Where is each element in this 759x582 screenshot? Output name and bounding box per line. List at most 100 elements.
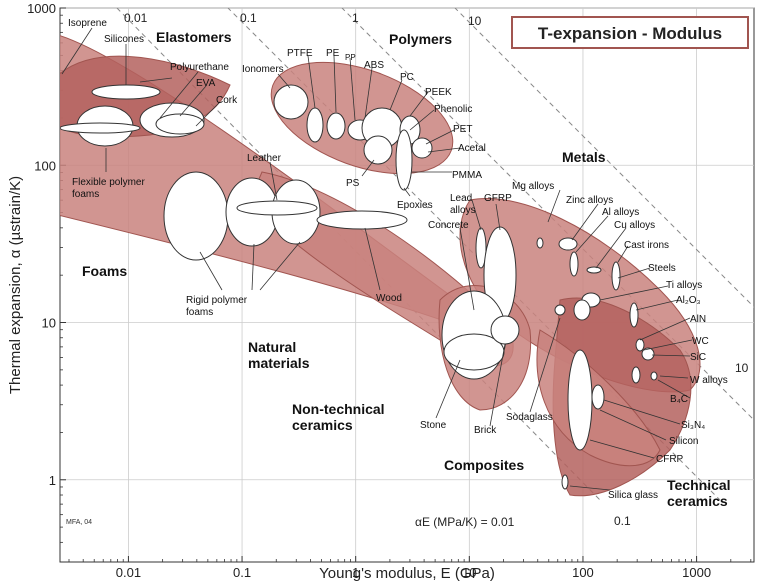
y-tick-label: 100 — [34, 158, 56, 173]
family-label-technical-ceramics: Technical ceramics — [667, 477, 731, 509]
bubble-b4c — [650, 371, 658, 381]
x-tick-label: 0.01 — [116, 565, 141, 580]
bubble-concrete — [443, 333, 505, 371]
label-cu-alloys: Cu alloys — [614, 220, 655, 231]
bubble-ps — [363, 135, 393, 165]
y-tick-label: 1 — [49, 473, 56, 488]
y-tick-label: 1000 — [27, 1, 56, 16]
guide-line-10 — [454, 8, 754, 308]
family-label-metals: Metals — [562, 149, 606, 165]
label-ps: PS — [346, 178, 360, 189]
bubble-silicaglass — [561, 474, 569, 490]
family-label-elastomers: Elastomers — [156, 29, 232, 45]
material-bubbles — [60, 84, 658, 490]
material-labels: Isoprene Silicones Polyurethane EVA Cork… — [68, 18, 728, 501]
x-tick-label: 10 — [462, 565, 476, 580]
label-pmma: PMMA — [452, 170, 482, 181]
label-gfrp: GFRP — [484, 193, 512, 204]
bubble-al — [569, 251, 579, 277]
bubble-pe — [326, 112, 346, 140]
bubble-lead — [475, 227, 487, 269]
bubble-cu — [586, 266, 602, 274]
label-phenolic: Phenolic — [434, 104, 472, 115]
x-ticks: 0.01 0.1 1 10 100 1000 — [68, 556, 752, 580]
bubble-epoxies — [395, 129, 413, 191]
label-ptfe: PTFE — [287, 48, 313, 59]
y-axis-label: Thermal expansion, α (µstrain/K) — [7, 176, 24, 394]
bubble-leather — [236, 200, 318, 216]
label-lead-alloys: Lead alloys — [450, 193, 476, 216]
label-mg-alloys: Mg alloys — [512, 181, 554, 192]
family-labels: Elastomers Polymers Metals Foams Natural… — [82, 29, 731, 509]
family-label-polymers: Polymers — [389, 31, 452, 47]
label-leather: Leather — [247, 153, 282, 164]
label-aln: AlN — [690, 314, 706, 325]
bubble-al2o3 — [629, 302, 639, 328]
bubble-steels — [573, 299, 591, 321]
bubble-walloys — [631, 366, 641, 384]
label-eva: EVA — [196, 78, 216, 89]
bubble-sodaglass — [554, 304, 566, 316]
label-si3n4: Si₃N₄ — [681, 420, 705, 431]
x-axis-label: Young's modulus, E (GPa) — [319, 565, 495, 582]
guide-label-10-top: 10 — [468, 14, 482, 28]
credit-label: MFA, 04 — [66, 519, 92, 526]
family-label-natural-materials: Natural materials — [248, 339, 310, 371]
label-flex-foams: Flexible polymer foams — [72, 177, 145, 200]
label-pc: PC — [400, 72, 414, 83]
bubble-pet — [411, 137, 433, 159]
family-label-foams: Foams — [82, 263, 127, 279]
label-al2o3: Al₂O₃ — [676, 295, 701, 306]
bubble-brick — [490, 315, 520, 345]
label-zinc-alloys: Zinc alloys — [566, 195, 613, 206]
family-label-non-technical-ceramics: Non-technical ceramics — [292, 401, 385, 433]
label-epoxies: Epoxies — [397, 200, 433, 211]
label-pe: PE — [326, 48, 340, 59]
chart-title: T-expansion - Modulus — [538, 24, 722, 43]
family-label-composites: Composites — [444, 457, 524, 473]
label-cast-irons: Cast irons — [624, 240, 669, 251]
label-pet: PET — [453, 124, 472, 135]
label-silicones: Silicones — [104, 34, 144, 45]
bubble-mg — [536, 237, 544, 249]
label-ti-alloys: Ti alloys — [666, 280, 702, 291]
bubble-zinc — [558, 237, 578, 251]
label-silica-glass: Silica glass — [608, 490, 658, 501]
label-peek: PEEK — [425, 87, 452, 98]
label-abs: ABS — [364, 60, 384, 71]
title-frame — [511, 16, 749, 49]
guide-label-10-right: 10 — [735, 361, 749, 375]
label-isoprene: Isoprene — [68, 18, 107, 29]
y-tick-label: 10 — [42, 316, 56, 331]
label-ionomers: Ionomers — [242, 64, 284, 75]
x-tick-label: 1 — [352, 565, 359, 580]
label-steels: Steels — [648, 263, 676, 274]
label-sic: SiC — [690, 352, 706, 363]
guide-label-1: 1 — [352, 11, 359, 25]
bubble-castirons — [611, 261, 621, 291]
label-polyurethane: Polyurethane — [170, 62, 229, 73]
bubble-cfrp — [567, 349, 593, 451]
label-acetal: Acetal — [458, 143, 486, 154]
bubble-wood — [316, 210, 408, 230]
label-concrete: Concrete — [428, 220, 469, 231]
label-brick: Brick — [474, 425, 497, 436]
bubble-polyurethane — [155, 113, 205, 135]
bubble-cork — [60, 122, 141, 134]
label-stone: Stone — [420, 420, 447, 431]
chart-title-box: T-expansion - Modulus — [511, 16, 749, 49]
x-tick-label: 0.1 — [233, 565, 251, 580]
label-wc: WC — [692, 336, 709, 347]
label-cork: Cork — [216, 95, 238, 106]
guide-caption: αE (MPa/K) = 0.01 — [415, 515, 515, 529]
guide-labels: 0.01 0.1 1 10 10 0.1 αE (MPa/K) = 0.01 — [124, 11, 749, 529]
bubble-silicon — [591, 384, 605, 410]
label-pp: PP — [345, 53, 356, 62]
bubble-sic — [641, 347, 655, 361]
label-cfrp: CFRP — [656, 454, 684, 465]
label-sodaglass: Sodaglass — [506, 412, 553, 423]
leader-lines — [61, 27, 693, 491]
bubble-ionomers — [273, 84, 309, 120]
label-w-alloys: W alloys — [690, 375, 728, 386]
